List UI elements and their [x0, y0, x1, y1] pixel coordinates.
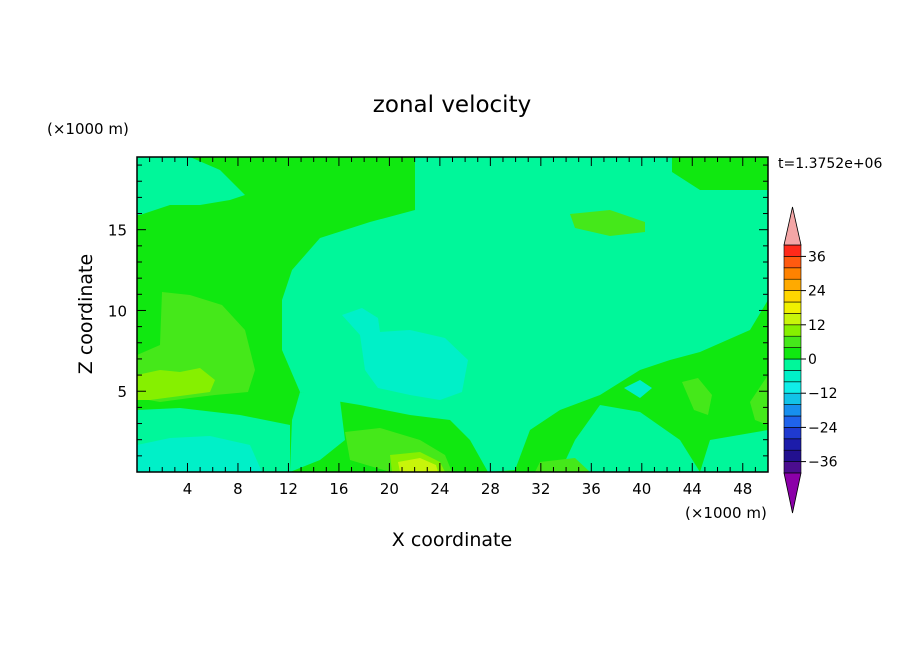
colorbar-swatch: [783, 392, 802, 405]
contour-level-neg8-center: [342, 308, 468, 400]
colorbar-tick-label: 0: [808, 352, 817, 368]
contour-level-4-bottom-right: [535, 458, 590, 472]
contour-level-neg4-top-left: [137, 157, 245, 215]
colorbar-over-triangle: [783, 206, 802, 246]
y-units-label: (×1000 m): [47, 120, 129, 138]
contour-level-neg4-lower-right: [560, 405, 700, 472]
x-tick-label: 36: [582, 480, 601, 498]
x-tick-label: 32: [531, 480, 550, 498]
x-units-label: (×1000 m): [685, 504, 767, 522]
colorbar-swatch: [783, 347, 802, 360]
contour-level-neg8-bottom-left: [137, 436, 262, 472]
y-axis-ticks: 5 10 15: [108, 164, 768, 457]
x-tick-label: 28: [481, 480, 500, 498]
colorbar-swatch: [783, 278, 802, 291]
colorbar-swatch: [783, 335, 802, 348]
contour-level-neg4-bottom-right: [700, 430, 768, 472]
x-tick-label: 40: [632, 480, 651, 498]
colorbar-tick-label: 12: [808, 318, 826, 334]
contour-level-neg4-lower-middle: [290, 392, 345, 472]
x-tick-label: 4: [183, 480, 193, 498]
y-tick-label: 5: [117, 383, 127, 401]
colorbar-swatch: [783, 438, 802, 451]
x-tick-label: 12: [279, 480, 298, 498]
colorbar-tick-label: 24: [808, 284, 826, 300]
contour-level-4-right-oval: [570, 210, 645, 236]
contour-level-neg8-right-spot: [624, 380, 652, 398]
x-tick-label: 16: [329, 480, 348, 498]
contour-level-8-left: [137, 368, 215, 400]
colorbar-swatch: [783, 461, 802, 474]
colorbar-swatch: [783, 301, 802, 314]
colorbar-tick-label: −24: [808, 420, 838, 436]
x-tick-label: 24: [430, 480, 449, 498]
colorbar-swatch: [783, 256, 802, 269]
contour-level-4-right: [682, 378, 712, 415]
x-tick-label: 8: [233, 480, 243, 498]
contour-level-12-bottom: [398, 458, 438, 472]
time-label: t=1.3752e+06: [778, 156, 882, 172]
colorbar-swatch: [783, 267, 802, 280]
x-tick-label: 44: [683, 480, 702, 498]
colorbar-swatch: [783, 415, 802, 428]
x-tick-label: 48: [733, 480, 752, 498]
colorbar: −36 −24 −12 0 12 24 36: [783, 206, 838, 514]
colorbar-swatch: [783, 449, 802, 462]
colorbar-swatch: [783, 244, 802, 257]
colorbar-swatch: [783, 427, 802, 440]
colorbar-swatch: [783, 358, 802, 371]
colorbar-swatch: [783, 404, 802, 417]
colorbar-under-triangle: [783, 472, 802, 514]
colorbar-swatch: [783, 290, 802, 303]
chart-title: zonal velocity: [373, 92, 531, 118]
colorbar-swatch: [783, 370, 802, 383]
colorbar-swatch: [783, 313, 802, 326]
colorbar-tick-label: −12: [808, 386, 838, 402]
x-axis-label: X coordinate: [392, 529, 512, 551]
x-tick-label: 20: [380, 480, 399, 498]
y-axis-label: Z coordinate: [75, 254, 97, 374]
colorbar-swatch: [783, 324, 802, 337]
colorbar-swatch: [783, 381, 802, 394]
contour-level-4-right-edge: [750, 375, 768, 425]
colorbar-tick-label: 36: [808, 249, 826, 265]
colorbar-tick-label: −36: [808, 455, 838, 471]
x-axis-ticks: 4 8 12 16 20 24 28 32 36 40 44 48: [149, 157, 756, 498]
y-tick-label: 10: [108, 302, 127, 320]
contour-field: [137, 157, 768, 472]
y-tick-label: 15: [108, 222, 127, 240]
